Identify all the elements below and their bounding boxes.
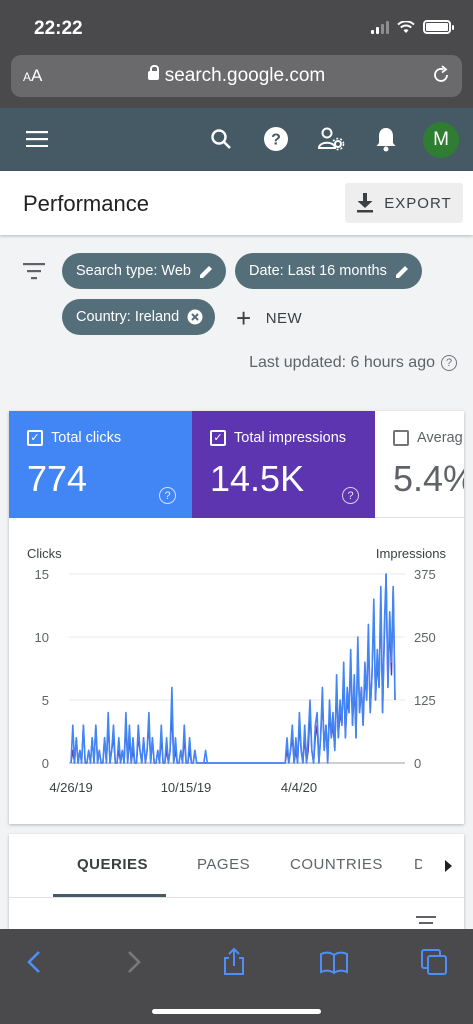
tab-devices[interactable]: D (414, 856, 422, 873)
forward-arrow-icon[interactable] (118, 947, 148, 977)
edit-pencil-icon[interactable] (395, 264, 410, 279)
help-icon[interactable]: ? (441, 355, 457, 371)
filter-chip-date[interactable]: Date: Last 16 months (235, 253, 422, 289)
checkbox-checked-icon[interactable]: ✓ (27, 430, 43, 446)
ios-top-chrome: 22:22 AA search.google.com (0, 0, 473, 108)
menu-icon[interactable] (22, 124, 52, 154)
tabs-scroll-right-icon[interactable] (445, 860, 452, 872)
sort-filter-icon[interactable] (416, 916, 436, 928)
back-arrow-icon[interactable] (20, 947, 50, 977)
performance-header: Performance EXPORT (0, 171, 473, 235)
last-updated-text: Last updated: 6 hours ago (249, 354, 435, 371)
ios-bottom-toolbar (0, 929, 473, 1024)
status-time: 22:22 (34, 18, 83, 39)
metric-value: 14.5K (210, 458, 305, 499)
help-icon[interactable]: ? (261, 124, 291, 154)
right-y-tick-label: 250 (414, 630, 436, 645)
plus-icon: + (236, 303, 252, 333)
x-tick-label: 4/26/19 (49, 780, 92, 795)
reader-aa-button[interactable]: AA (23, 66, 43, 85)
notifications-bell-icon[interactable] (371, 124, 401, 154)
avatar-letter: M (433, 129, 449, 150)
user-settings-icon[interactable] (316, 124, 346, 154)
checkbox-checked-icon[interactable]: ✓ (210, 430, 226, 446)
url-text: search.google.com (164, 65, 326, 86)
home-indicator (152, 1009, 321, 1014)
metric-value: 774 (27, 458, 88, 499)
reload-icon[interactable] (430, 64, 452, 86)
url-display: search.google.com (11, 65, 462, 87)
metric-average-ctr[interactable]: Averag 5.4% (375, 411, 464, 518)
metric-total-clicks[interactable]: ✓ Total clicks 774 ? (9, 411, 192, 518)
left-y-tick-label: 0 (42, 756, 49, 771)
performance-chart-card: ✓ Total clicks 774 ? ✓ Total impressions 1… (9, 411, 464, 824)
tab-pages[interactable]: PAGES (197, 856, 251, 873)
metric-label: Total clicks (51, 430, 122, 446)
bookmarks-icon[interactable] (319, 947, 349, 977)
chip-label: Country: Ireland (76, 309, 180, 325)
metric-value: 5.4% (393, 458, 464, 499)
metric-label: Total impressions (234, 430, 347, 446)
download-icon (357, 193, 374, 213)
right-y-tick-label: 125 (414, 693, 436, 708)
signal-icon (371, 20, 389, 34)
export-label: EXPORT (384, 194, 452, 212)
left-axis-label: Clicks (27, 546, 62, 561)
chip-label: Date: Last 16 months (249, 263, 387, 279)
last-updated: Last updated: 6 hours ago ? (249, 354, 457, 372)
app-bar: ? M (0, 108, 473, 171)
right-y-tick-label: 375 (414, 567, 436, 582)
metric-total-impressions[interactable]: ✓ Total impressions 14.5K ? (192, 411, 375, 518)
impressions-series-line (70, 573, 396, 764)
tabs-icon[interactable] (419, 947, 449, 977)
filter-icon[interactable] (23, 262, 45, 280)
edit-pencil-icon[interactable] (199, 264, 214, 279)
filter-chip-country[interactable]: Country: Ireland (62, 299, 216, 335)
lock-icon (147, 65, 159, 80)
performance-line-chart: Clicks Impressions 0 5 10 15 0 125 250 375 4/26/… (27, 546, 447, 795)
left-y-tick-label: 5 (42, 693, 49, 708)
tab-queries[interactable]: QUERIES (77, 856, 149, 873)
battery-icon (423, 20, 454, 34)
share-icon[interactable] (219, 947, 249, 977)
dimension-tabs-card: QUERIES PAGES COUNTRIES D (9, 834, 464, 934)
metric-label: Averag (417, 430, 463, 446)
right-y-tick-label: 0 (414, 756, 421, 771)
left-y-tick-label: 10 (35, 630, 49, 645)
active-tab-indicator (53, 894, 166, 897)
x-tick-label: 4/4/20 (281, 780, 317, 795)
url-bar[interactable]: AA search.google.com (11, 55, 462, 97)
chip-label: Search type: Web (76, 263, 191, 279)
tab-countries[interactable]: COUNTRIES (290, 856, 383, 873)
status-icons (371, 20, 454, 34)
remove-filter-icon[interactable] (187, 309, 203, 325)
help-icon[interactable]: ? (159, 487, 176, 504)
help-icon[interactable]: ? (342, 487, 359, 504)
checkbox-unchecked-icon[interactable] (393, 430, 409, 446)
new-filter-button[interactable]: + NEW (236, 305, 302, 331)
tabs-divider (9, 897, 464, 898)
account-avatar[interactable]: M (423, 122, 459, 158)
new-filter-label: NEW (265, 309, 303, 327)
x-tick-label: 10/15/19 (161, 780, 212, 795)
wifi-icon (397, 20, 415, 33)
svg-text:?: ? (271, 132, 281, 149)
status-bar: 22:22 (0, 0, 473, 52)
clicks-series-line (70, 573, 396, 764)
page-title: Performance (23, 191, 149, 216)
filter-chip-search-type[interactable]: Search type: Web (62, 253, 226, 289)
search-icon[interactable] (206, 124, 236, 154)
left-y-tick-label: 15 (35, 567, 49, 582)
right-axis-label: Impressions (376, 546, 447, 561)
export-button[interactable]: EXPORT (345, 183, 463, 223)
